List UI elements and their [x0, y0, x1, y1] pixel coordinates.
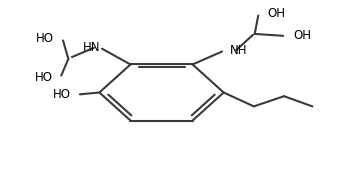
Text: HN: HN: [83, 41, 100, 54]
Text: NH: NH: [230, 44, 247, 57]
Text: HO: HO: [53, 88, 71, 101]
Text: OH: OH: [294, 29, 312, 42]
Text: HO: HO: [36, 32, 54, 45]
Text: HO: HO: [34, 71, 53, 84]
Text: OH: OH: [267, 7, 285, 20]
